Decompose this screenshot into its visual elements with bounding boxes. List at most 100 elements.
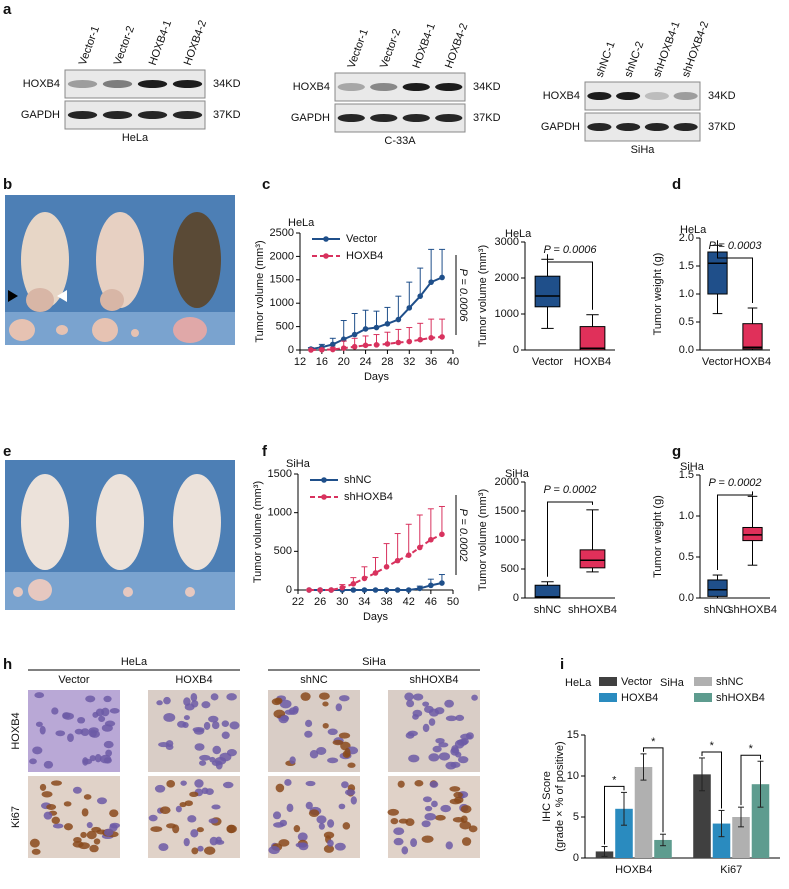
cell-nucleus bbox=[109, 809, 119, 818]
cell-nucleus bbox=[104, 828, 114, 837]
cell-nucleus bbox=[43, 760, 54, 769]
point bbox=[439, 531, 445, 538]
y-axis-label: Tumor volume (mm³) bbox=[254, 240, 266, 342]
cell-nucleus bbox=[109, 822, 121, 829]
cell-nucleus bbox=[438, 752, 451, 761]
cell-nucleus bbox=[406, 699, 415, 708]
legend-label: Vector bbox=[621, 676, 653, 688]
cell-nucleus bbox=[344, 789, 356, 796]
ihc-row-label: Ki67 bbox=[10, 806, 22, 828]
blot-band bbox=[137, 111, 168, 119]
cell-nucleus bbox=[305, 719, 313, 728]
point bbox=[395, 316, 402, 323]
cell-nucleus bbox=[318, 692, 330, 700]
blot-band bbox=[172, 111, 203, 119]
y-tick-label: 0 bbox=[286, 584, 292, 596]
point bbox=[319, 346, 325, 353]
p-value: P = 0.0002 bbox=[708, 477, 761, 489]
point bbox=[383, 564, 390, 570]
tumor bbox=[56, 325, 68, 335]
x-tick-label: Vector bbox=[702, 356, 734, 368]
cell-nucleus bbox=[89, 755, 96, 762]
x-tick-label: 30 bbox=[336, 596, 348, 608]
blot-row-label: GAPDH bbox=[21, 109, 60, 121]
cell-nucleus bbox=[189, 791, 199, 798]
y-tick-label: 1000 bbox=[495, 308, 519, 320]
y-tick-label: 0.0 bbox=[679, 344, 694, 356]
legend-swatch bbox=[599, 677, 617, 686]
cell-nucleus bbox=[50, 780, 63, 786]
x-tick-label: 22 bbox=[292, 596, 304, 608]
cell-nucleus bbox=[103, 740, 114, 749]
point bbox=[395, 339, 402, 346]
blot-band bbox=[587, 92, 612, 100]
y-tick-label: 15 bbox=[567, 729, 579, 741]
cell-nucleus bbox=[424, 805, 433, 812]
y-tick-label: 1.0 bbox=[679, 510, 694, 522]
y-tick-label: 3000 bbox=[495, 236, 519, 248]
cell-nucleus bbox=[421, 835, 434, 843]
box bbox=[534, 275, 561, 308]
blot-row-label: GAPDH bbox=[291, 112, 330, 124]
y-axis-label: Tumor weight (g) bbox=[652, 253, 664, 336]
cell-nucleus bbox=[192, 726, 205, 733]
cell-nucleus bbox=[226, 749, 237, 757]
cell-nucleus bbox=[199, 760, 207, 766]
blot-band bbox=[402, 83, 430, 91]
cell-nucleus bbox=[89, 844, 99, 853]
cell-nucleus bbox=[92, 711, 99, 718]
cell-nucleus bbox=[444, 699, 454, 708]
cell-nucleus bbox=[199, 754, 211, 761]
x-tick-label: 40 bbox=[447, 356, 459, 368]
cell-nucleus bbox=[63, 801, 72, 807]
y-tick-label: 0.5 bbox=[679, 316, 694, 328]
cell-nucleus bbox=[318, 823, 325, 830]
y-tick-label: 500 bbox=[276, 321, 294, 333]
tumor bbox=[26, 288, 54, 312]
chart-title: SiHa bbox=[286, 458, 311, 470]
cell-nucleus bbox=[428, 718, 436, 726]
cell-nucleus bbox=[41, 791, 53, 798]
cell-nucleus bbox=[431, 800, 438, 808]
cell-nucleus bbox=[334, 842, 346, 851]
cell-nucleus bbox=[453, 791, 463, 799]
point bbox=[328, 587, 335, 593]
cell-nucleus bbox=[46, 804, 57, 811]
cell-nucleus bbox=[293, 825, 301, 833]
box bbox=[707, 579, 728, 597]
y-axis-label: (grade × % of positive) bbox=[554, 741, 566, 851]
sample-label: HOXB4-1 bbox=[411, 22, 438, 70]
legend-swatch bbox=[694, 677, 712, 686]
x-tick-label: Ki67 bbox=[720, 864, 742, 876]
cell-nucleus bbox=[190, 829, 199, 838]
cell-nucleus bbox=[438, 742, 449, 748]
y-axis-label: Tumor volume (mm³) bbox=[252, 481, 264, 583]
cell-nucleus bbox=[158, 843, 169, 852]
cell-nucleus bbox=[94, 754, 102, 763]
point bbox=[308, 347, 314, 353]
cell-nucleus bbox=[338, 695, 350, 702]
p-value: P = 0.0002 bbox=[457, 508, 469, 561]
cell-nucleus bbox=[29, 838, 40, 848]
box bbox=[742, 323, 763, 350]
cell-nucleus bbox=[445, 715, 457, 722]
blot-size-label: 37KD bbox=[708, 121, 736, 133]
blot-size-label: 34KD bbox=[473, 81, 501, 93]
blot-band bbox=[616, 92, 641, 100]
cell-nucleus bbox=[72, 786, 82, 794]
cell-nucleus bbox=[460, 815, 468, 823]
sample-label: shNC-1 bbox=[594, 40, 618, 79]
point bbox=[372, 587, 379, 593]
y-tick-label: 1500 bbox=[270, 274, 294, 286]
y-tick-label: 1.0 bbox=[679, 288, 694, 300]
cell-nucleus bbox=[150, 826, 163, 833]
ihc-group-label: SiHa bbox=[362, 656, 387, 668]
blot-band bbox=[370, 83, 398, 91]
blot-band bbox=[616, 123, 641, 131]
cell-nucleus bbox=[103, 695, 112, 703]
sample-label: HOXB4-1 bbox=[147, 19, 174, 67]
y-axis-label: Tumor volume (mm³) bbox=[477, 489, 489, 591]
point bbox=[416, 585, 423, 592]
point bbox=[362, 342, 369, 349]
